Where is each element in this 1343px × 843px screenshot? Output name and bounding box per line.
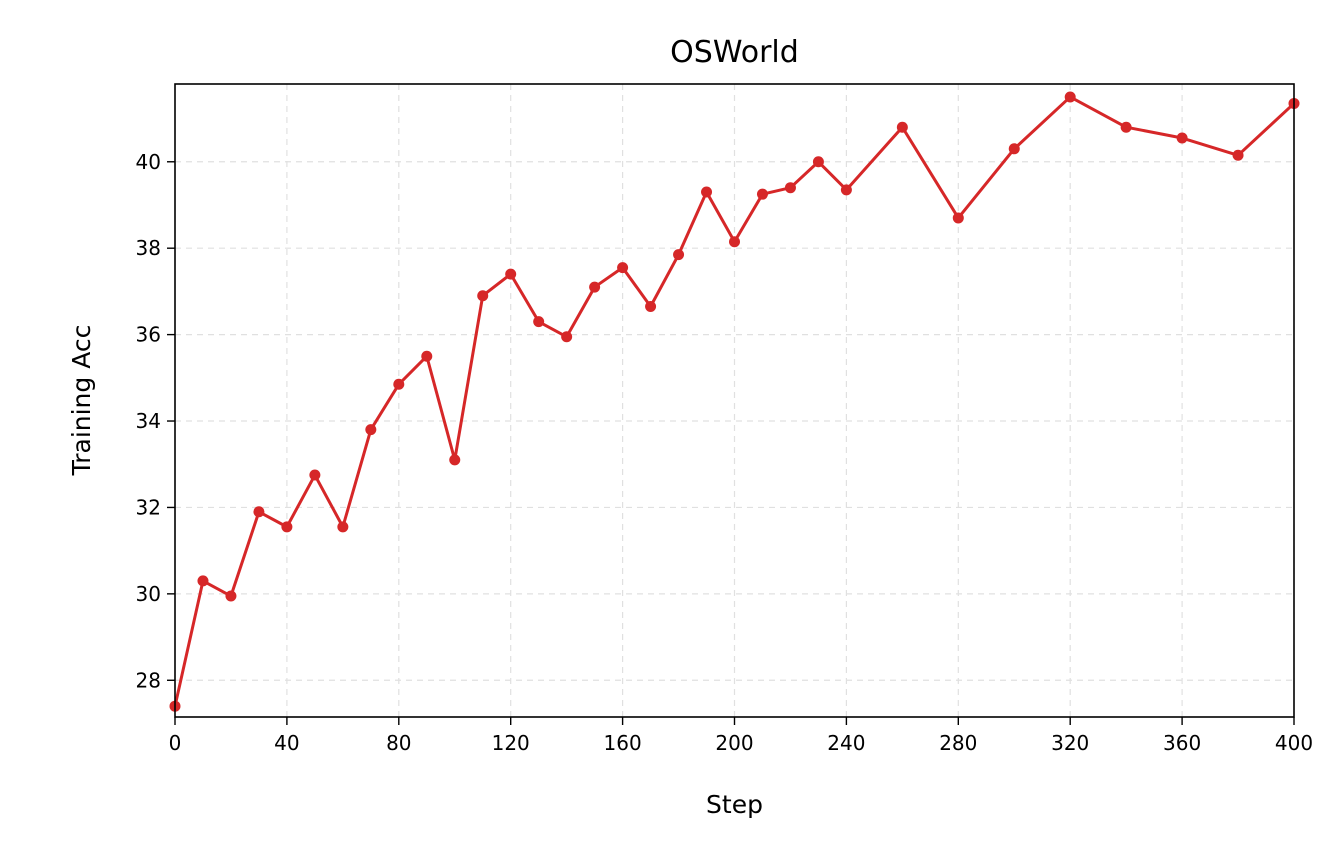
- data-point: [1176, 132, 1188, 144]
- x-tick-label: 360: [1163, 731, 1201, 755]
- data-point: [253, 506, 265, 518]
- x-tick-label: 80: [386, 731, 411, 755]
- y-tick-label: 34: [136, 409, 161, 433]
- data-point: [812, 156, 824, 168]
- y-tick-label: 30: [136, 582, 161, 606]
- data-point: [1120, 121, 1132, 133]
- data-point: [896, 121, 908, 133]
- data-point: [449, 454, 461, 466]
- grid-lines: [174, 84, 1295, 717]
- plot-frame: [174, 83, 1295, 718]
- x-tick-label: 320: [1051, 731, 1089, 755]
- x-tick-label: 120: [492, 731, 530, 755]
- x-tick-label: 40: [274, 731, 299, 755]
- x-tick-label: 160: [604, 731, 642, 755]
- data-point: [1232, 149, 1244, 161]
- y-axis-label: Training Acc: [67, 325, 96, 477]
- data-point: [756, 188, 768, 200]
- data-point: [952, 212, 964, 224]
- y-tick-label: 38: [136, 236, 161, 260]
- data-point: [309, 469, 321, 481]
- data-point: [673, 249, 685, 261]
- data-point: [561, 331, 573, 343]
- data-point: [505, 268, 517, 280]
- y-tick-label: 36: [136, 323, 161, 347]
- series-layer: [169, 91, 1300, 712]
- data-point: [701, 186, 713, 198]
- chart-title: OSWorld: [670, 35, 799, 70]
- data-point: [225, 590, 237, 602]
- data-point: [729, 236, 740, 248]
- data-point: [1064, 91, 1076, 103]
- data-point: [365, 424, 377, 436]
- data-point: [617, 262, 629, 274]
- data-point: [393, 378, 405, 390]
- data-point: [589, 281, 601, 293]
- y-tick-label: 32: [136, 495, 161, 519]
- data-point: [1008, 143, 1020, 155]
- x-axis-label: Step: [706, 790, 763, 819]
- data-point: [477, 290, 489, 302]
- data-point: [645, 301, 657, 313]
- x-tick-label: 0: [169, 731, 182, 755]
- data-point: [840, 184, 852, 196]
- data-point: [337, 521, 349, 533]
- axis-ticks: 0 40 80 120 160 200 240 280 320 360 400 28 30 32 34 36 3…: [136, 150, 1314, 755]
- data-point: [197, 575, 209, 587]
- y-tick-label: 28: [136, 668, 161, 692]
- x-tick-label: 400: [1275, 731, 1313, 755]
- data-point: [281, 521, 293, 533]
- y-tick-label: 40: [136, 150, 161, 174]
- data-point: [784, 182, 796, 194]
- x-tick-label: 280: [939, 731, 977, 755]
- data-point: [533, 316, 545, 328]
- data-point: [421, 350, 433, 362]
- x-tick-label: 240: [827, 731, 865, 755]
- x-tick-label: 200: [715, 731, 753, 755]
